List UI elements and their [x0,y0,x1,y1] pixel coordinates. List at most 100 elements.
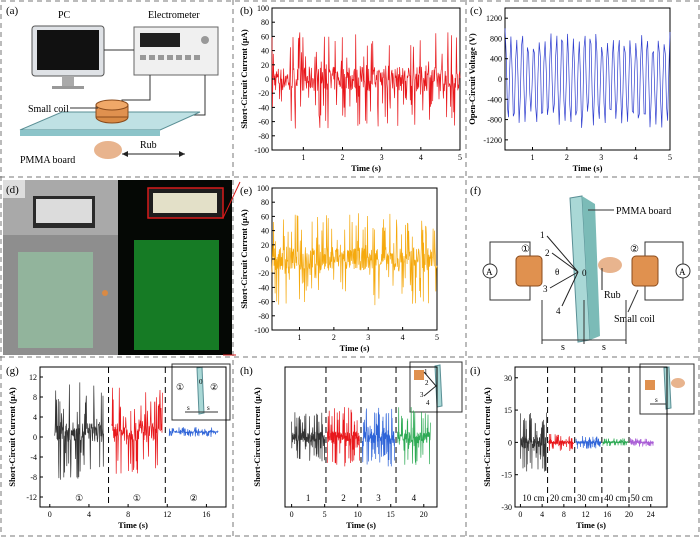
segment-label-i-2: 30 cm [577,493,599,503]
panel-a: (a) PC Electrometer Small coil PMMA boar… [6,5,219,166]
series-line-h-3 [396,407,431,465]
hand-f-icon [598,257,622,273]
y-axis-label-e: Short-Circuit Current (μA) [239,209,249,309]
series-line-h-2 [361,407,396,467]
x-tick-label-i-0: 0 [518,510,522,519]
photo-left-board [18,252,93,348]
inset-g-pos1: ① [176,382,184,392]
panel-label-g: (g) [6,365,19,377]
x-tick-label-e-4: 5 [435,333,439,342]
coil-label-f: Small coil [614,314,655,325]
segment-label-i-3: 40 cm [604,493,626,503]
segment-label-i-1: 20 cm [550,493,572,503]
x-tick-label-e-0: 1 [298,333,302,342]
y-axis-label-i: Short-Circuit Current (μA) [482,387,492,487]
y-tick-label-e-7: 40 [261,227,269,236]
y-axis-label-c: Open-Circuit Voltage (V) [467,33,477,125]
x-tick-label-c-4: 5 [668,153,672,162]
y-axis-label-b: Short-Circuit Current (μA) [239,29,249,129]
y-tick-label-i-0: -30 [501,503,512,512]
y-tick-label-e-0: -100 [254,326,269,335]
x-tick-label-g-3: 12 [163,510,171,519]
segment-label-g-0: ① [75,493,83,503]
x-tick-label-c-1: 2 [565,153,569,162]
photo-left-screen [36,199,92,223]
hand-icon [94,141,122,159]
y-tick-label-g-6: 12 [29,373,37,382]
y-tick-label-g-2: -4 [30,453,37,462]
chart-c: (c) 1 2 3 4 5 -1200 -800 -400 0 400 800 1200 Time (s)… [467,5,672,173]
x-tick-label-i-3: 12 [582,510,590,519]
rub-label: Rub [140,140,157,151]
series-line-g-1 [111,387,163,474]
series-line-i-0 [520,412,547,472]
distance-markers [541,300,627,344]
x-tick-label-i-1: 4 [540,510,544,519]
position-left-label: ① [521,244,530,255]
pc-label: PC [58,10,71,21]
x-axis-label-h: Time (s) [346,520,376,530]
inset-g-pos2: ② [210,382,218,392]
y-tick-label-g-3: 0 [33,433,37,442]
panel-label-h: (h) [240,365,253,377]
x-tick-label-h-2: 10 [354,510,362,519]
y-tick-label-b-6: 20 [261,61,269,70]
inset-i-hand-icon [671,378,685,388]
coil-left-icon [515,255,543,287]
pc-screen [37,30,99,70]
y-tick-label-g-0: -12 [26,493,37,502]
y-tick-label-b-4: -20 [258,89,269,98]
segment-label-g-1: ① [133,493,141,503]
x-tick-label-e-3: 4 [401,333,405,342]
y-tick-label-c-5: 800 [490,34,502,43]
y-tick-label-e-3: -40 [258,283,269,292]
panel-label-f: (f) [470,185,481,197]
x-tick-label-h-1: 5 [323,510,327,519]
x-tick-label-i-4: 16 [603,510,611,519]
panel-label-d: (d) [6,184,19,196]
series-line-e [271,213,438,306]
y-tick-label-c-0: -1200 [483,136,502,145]
y-axis-label-g: Short-Circuit Current (μA) [7,387,17,487]
inset-i-coil-icon [645,380,655,390]
x-tick-label-g-2: 8 [126,510,130,519]
y-tick-label-b-2: -60 [258,118,269,127]
series-line-i-1 [548,433,574,452]
panel-label-i: (i) [470,365,481,377]
x-axis-label-b: Time (s) [351,163,381,173]
x-axis-label-i: Time (s) [576,520,606,530]
inset-h-pos3: 3 [420,391,424,399]
x-axis-label-c: Time (s) [573,163,603,173]
board-label: PMMA board [20,155,75,166]
y-tick-label-i-2: 0 [508,438,512,447]
inset-g-s1: s [187,404,190,412]
chart-i: (i) 10 cm 20 cm 30 cm 40 cm 50 cm 0 4 8 12 16 20 24 -… [470,365,668,530]
x-tick-label-i-6: 24 [647,510,655,519]
y-tick-label-e-8: 60 [261,212,269,221]
x-tick-label-g-1: 4 [87,510,91,519]
y-tick-label-b-7: 40 [261,47,269,56]
inset-h-pos1: 1 [424,368,428,376]
panel-label-d-bg [3,180,25,198]
rub-label-f: Rub [604,290,621,301]
x-tick-label-h-0: 0 [290,510,294,519]
position-4: 4 [556,306,561,316]
x-tick-label-b-1: 2 [341,153,345,162]
ammeter-left-label: A [486,267,493,277]
x-axis-label-e: Time (s) [340,343,370,353]
x-tick-label-i-5: 20 [625,510,633,519]
position-3: 3 [543,284,548,294]
theta-label: θ [555,267,559,277]
y-tick-label-b-5: 0 [265,75,269,84]
coil-top [95,99,129,111]
y-tick-label-b-3: -40 [258,103,269,112]
electrometer-label: Electrometer [148,10,200,21]
rub-arrowhead-right-icon [179,151,185,157]
y-tick-label-g-1: -8 [30,473,37,482]
ammeter-right-label: A [679,267,686,277]
position-right-label: ② [630,244,639,255]
ammeter-right-icon [675,263,691,279]
series-line-g-2 [168,427,219,438]
series-line-h-0 [291,412,326,462]
